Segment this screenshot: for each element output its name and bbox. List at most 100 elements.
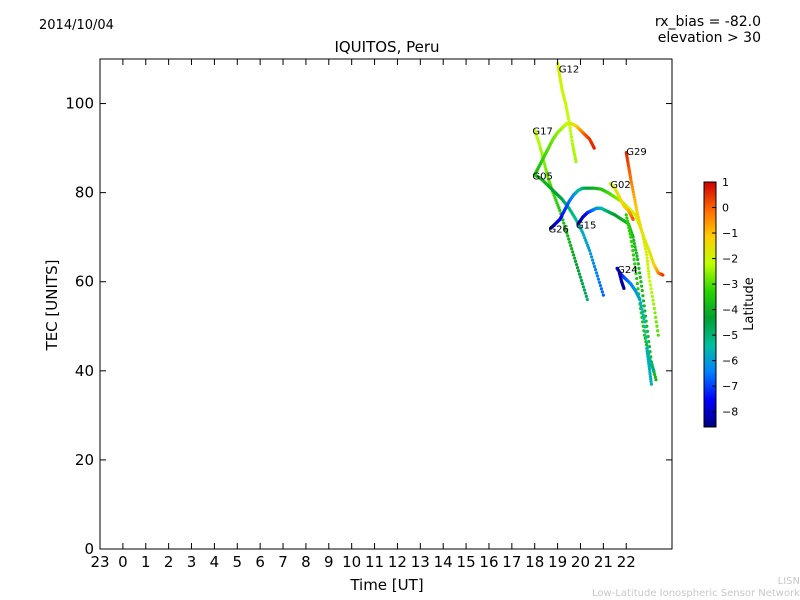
data-point [629,235,633,239]
x-tick-label: 12 [388,553,407,571]
data-point [640,310,645,314]
data-point [562,221,566,225]
station-params: rx_bias = -82.0 elevation > 30 [655,14,761,46]
data-point [635,208,639,212]
data-point [646,262,650,267]
data-point [622,286,626,291]
data-point [653,373,657,377]
data-point [572,152,577,156]
data-point [640,307,644,311]
y-tick-label: 20 [75,451,94,469]
colorbar-tick-label: 1 [722,176,729,189]
data-point [542,162,547,166]
data-point [638,223,642,227]
colorbar: 1 0 −1 −2 −3 −4 −5 −6 −7 −8 Latitude [703,176,757,428]
prn-label: G02 [610,180,630,191]
data-point [647,362,651,366]
data-point [640,289,644,293]
data-point [582,288,587,292]
data-point [642,333,647,337]
data-point [566,114,570,118]
data-point [595,274,600,278]
data-point [545,172,549,176]
data-point [584,294,588,298]
data-point [586,243,590,248]
data-point [644,343,649,347]
data-point [645,243,649,248]
data-point [571,147,576,151]
x-tick-label: 4 [210,553,220,571]
x-tick-label: 17 [502,553,521,571]
data-point [636,257,640,262]
prn-label: G05 [532,171,552,182]
y-tick-label: 60 [75,273,94,291]
data-point [648,372,652,376]
data-point [574,159,578,164]
data-point [638,271,642,275]
data-point [642,317,646,321]
data-point [652,302,656,306]
data-point [599,287,603,291]
data-point [636,213,640,217]
plot-frame [99,58,673,550]
data-point [566,117,571,121]
data-point [637,218,641,222]
data-point [652,306,656,311]
data-point [648,369,652,374]
data-point [638,275,642,279]
data-point [636,262,640,266]
data-point [640,284,644,288]
data-point [645,256,649,260]
data-point [577,272,582,276]
x-tick-label: 18 [525,553,544,571]
data-point [646,269,651,273]
data-point [555,201,559,205]
data-point [626,222,630,227]
data-point [564,107,569,111]
data-point [625,219,630,223]
data-point [553,196,557,200]
data-point [538,144,542,148]
x-tick-label: 15 [457,553,476,571]
credit-block: LISN Low-Latitude Ionospheric Sensor Net… [592,576,800,600]
data-point [543,164,547,169]
x-tick-label: 3 [187,553,197,571]
data-point [631,217,635,221]
data-point [656,333,660,337]
data-point [572,256,577,260]
data-point [631,187,635,192]
data-point [646,266,650,270]
data-point [634,203,638,207]
data-point [643,325,647,329]
colorbar-gradient [703,181,717,428]
x-tick-label: 20 [571,553,590,571]
data-point [649,377,653,381]
data-point [580,282,585,286]
data-point [645,349,649,353]
rx-bias-label: rx_bias = -82.0 [654,14,761,30]
data-point [642,320,647,324]
data-point [576,269,581,273]
y-tick-label: 80 [75,184,94,202]
colorbar-tick-label: −4 [722,304,738,317]
data-point [556,203,560,207]
data-point [573,154,577,158]
data-point [583,236,587,240]
colorbar-tick-label: −1 [722,227,738,240]
data-point [592,264,597,269]
data-point [627,229,632,233]
data-point [647,364,651,368]
data-point [640,228,644,232]
data-point [589,252,593,256]
x-tick-label: 14 [434,553,453,571]
data-point [653,311,657,315]
prn-label: G15 [576,220,596,231]
data-point [633,200,637,204]
data-point [632,257,636,262]
data-point [633,213,637,217]
data-point [631,248,635,253]
data-point [597,280,602,284]
data-point [564,101,568,106]
data-point [544,170,549,174]
